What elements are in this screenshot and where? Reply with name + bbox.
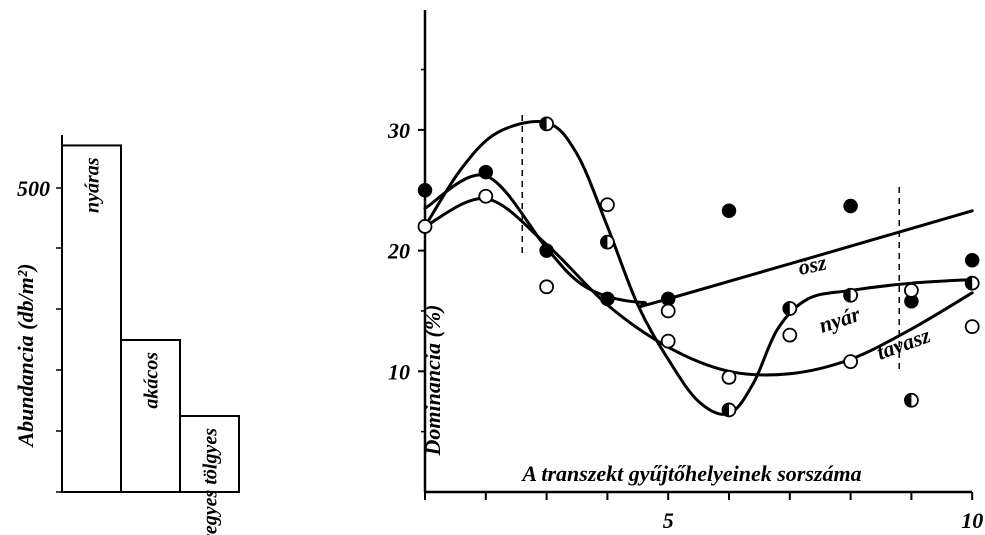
point-2-5 xyxy=(660,333,676,349)
bar-label-1: akácos xyxy=(141,352,163,409)
point-0-2 xyxy=(539,243,554,258)
x-tick-label: 5 xyxy=(663,508,674,533)
season-label-nyar: nyár xyxy=(816,301,864,338)
data-points xyxy=(417,116,980,418)
point-0-1 xyxy=(478,164,494,180)
point-0-9 xyxy=(964,253,980,268)
bar-label-2: vegyes tölgyes xyxy=(200,428,222,535)
point-1-1 xyxy=(600,234,615,250)
y-tick-label: 10 xyxy=(388,359,410,384)
bar-0 xyxy=(61,144,122,493)
point-2-2 xyxy=(539,279,554,295)
point-0-7 xyxy=(843,198,858,214)
point-2-7 xyxy=(782,327,798,343)
trend-lines xyxy=(423,120,974,416)
point-0-5 xyxy=(721,203,737,219)
point-2-0 xyxy=(417,219,433,234)
bar-2 xyxy=(179,415,240,493)
season-label-tavasz: tavasz xyxy=(873,322,934,364)
dominance-x-axis-label: A transzekt gyűjtőhelyeinek sorszáma xyxy=(520,461,861,486)
point-1-0 xyxy=(539,116,554,132)
dominance-x-ticks: 5 10 xyxy=(424,492,983,533)
dominance-y-axis-label: Dominancia (%) xyxy=(420,305,445,457)
point-2-9 xyxy=(904,283,919,298)
y-tick-label: 20 xyxy=(387,239,410,264)
trend-line-2 xyxy=(423,197,974,377)
point-1-2 xyxy=(721,402,737,418)
x-tick-label: 10 xyxy=(961,508,983,533)
point-2-8 xyxy=(843,354,858,370)
point-1-6 xyxy=(964,275,980,291)
point-2-10 xyxy=(964,319,980,335)
point-2-6 xyxy=(721,369,737,385)
abundance-bar-chart: 500 Abundancia (db/m²) nyáras akácos vegye… xyxy=(13,135,240,535)
abundance-y-axis-label: Abundancia (db/m²) xyxy=(13,263,38,448)
point-2-3 xyxy=(600,197,615,213)
bar-1 xyxy=(120,339,181,493)
dominance-y-ticks: 10 20 30 xyxy=(387,68,425,433)
abundance-y-tick-label: 500 xyxy=(17,176,50,201)
season-label-osz: ősz xyxy=(796,249,829,279)
trend-line-1 xyxy=(423,120,974,416)
point-0-4 xyxy=(660,291,676,307)
bar-label-0: nyáras xyxy=(82,157,104,213)
y-tick-label: 30 xyxy=(387,118,410,143)
abundance-bars: nyáras akácos vegyes tölgyes xyxy=(61,144,240,535)
point-1-3 xyxy=(782,301,798,316)
point-2-4 xyxy=(660,303,676,319)
dominance-chart: 10 20 30 5 10 Dominancia (%) A transzekt gy… xyxy=(387,10,983,533)
season-dividers xyxy=(521,115,900,372)
point-0-3 xyxy=(600,291,615,307)
point-2-1 xyxy=(478,188,494,204)
point-0-0 xyxy=(417,183,433,198)
point-1-4 xyxy=(843,287,858,303)
point-1-5 xyxy=(904,392,919,408)
trend-line-0 xyxy=(423,173,974,309)
